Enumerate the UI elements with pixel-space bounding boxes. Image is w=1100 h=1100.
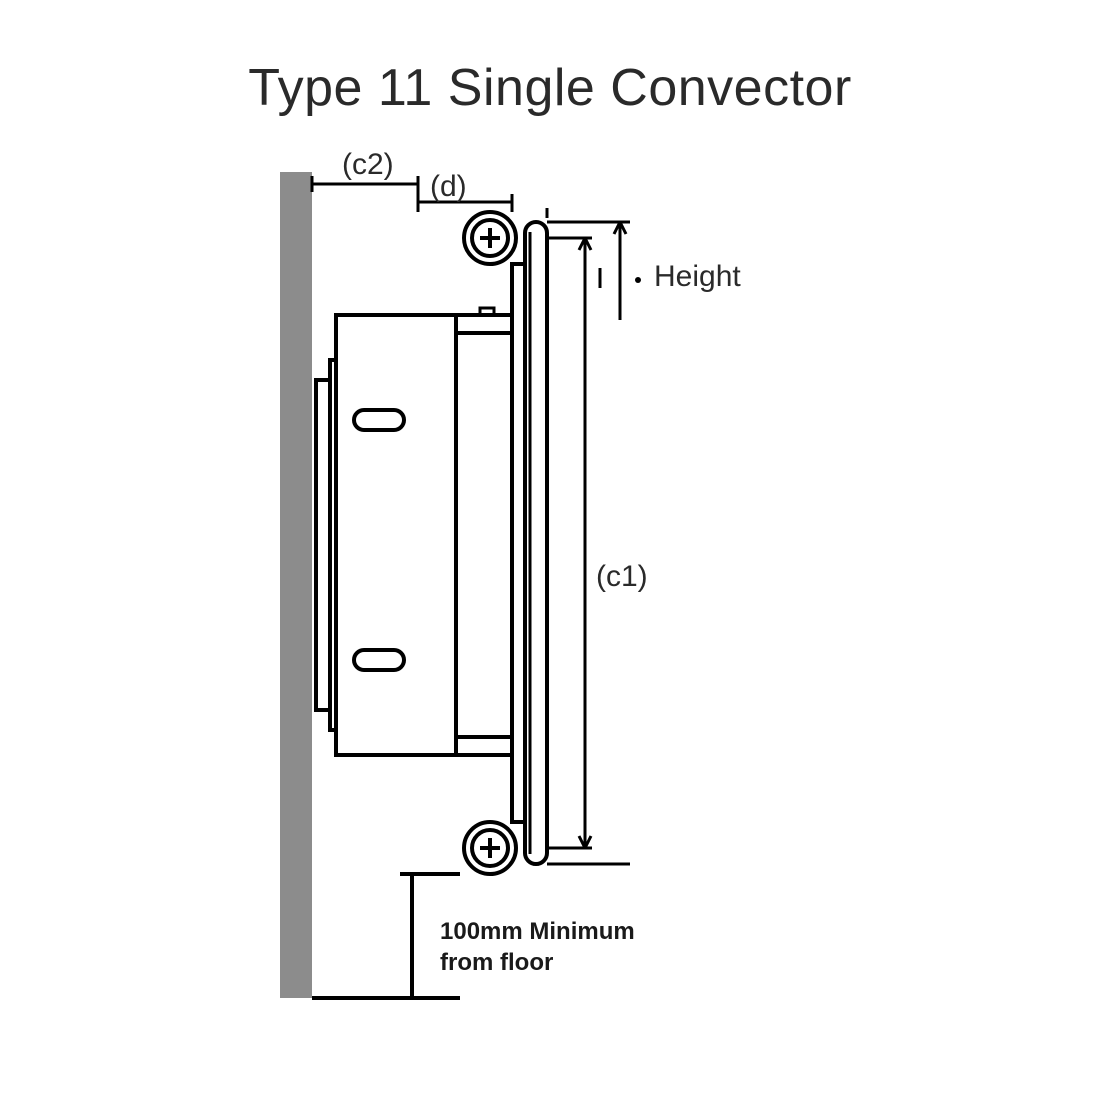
label-height: Height [654, 260, 741, 294]
convector-diagram: (c2) (d) Height (c1) 100mm Minimum from … [280, 160, 820, 1000]
height-bullet [635, 277, 641, 283]
label-c1: (c1) [596, 560, 648, 594]
bracket-arm-top [456, 315, 518, 333]
panel-backing [512, 264, 525, 822]
radiator-panel [525, 222, 547, 864]
label-c2: (c2) [342, 148, 394, 182]
diagram-title: Type 11 Single Convector [0, 58, 1100, 118]
bracket-slot-upper [354, 410, 404, 430]
label-floor-line2: from floor [440, 949, 553, 976]
bracket-slot-lower [354, 650, 404, 670]
bracket-body [336, 315, 456, 755]
label-floor-line1: 100mm Minimum [440, 918, 635, 945]
bracket-arm-bottom [456, 737, 518, 755]
bracket-base-plate [316, 380, 330, 710]
wall [280, 172, 312, 998]
label-d: (d) [430, 170, 467, 204]
label-floor-clearance: 100mm Minimum from floor [440, 916, 635, 978]
